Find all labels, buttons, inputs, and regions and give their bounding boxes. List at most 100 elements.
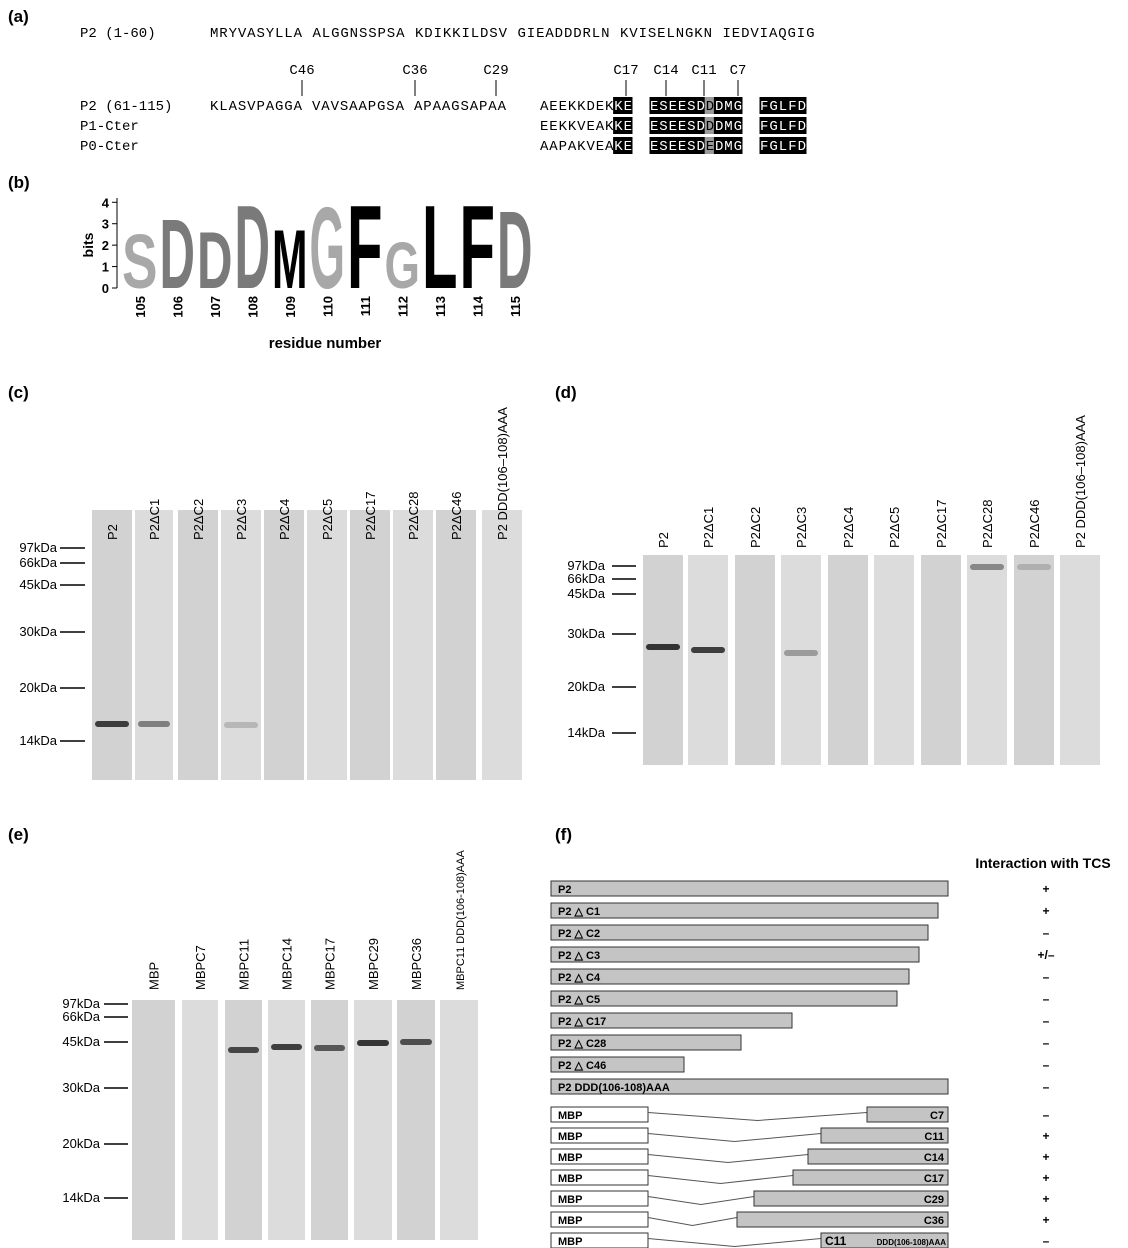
lane-label: MBPC7 <box>193 945 208 990</box>
gel-lane <box>482 510 522 780</box>
sequence-block: AAPAKVEAKE <box>540 139 632 155</box>
sequence-block: ESEESDDDMG <box>650 119 742 135</box>
sequence-block: MRYVASYLLA <box>210 26 303 42</box>
gel-band <box>138 721 170 727</box>
axis-title: bits <box>80 232 96 257</box>
panel-label: (e) <box>8 825 29 844</box>
sequence-name: P1-Cter <box>80 119 139 135</box>
column-header: Interaction with TCS <box>975 855 1110 871</box>
construct-name: C17 <box>924 1173 944 1185</box>
interaction: – <box>1043 1036 1050 1050</box>
gel-lane <box>440 1000 478 1240</box>
panel-label: (c) <box>8 383 29 402</box>
construct-bar <box>551 925 928 940</box>
cut-marker: C29 <box>483 63 508 79</box>
construct-name: P2 △ C28 <box>558 1038 606 1050</box>
linker <box>648 1155 808 1163</box>
gel-band <box>970 564 1004 570</box>
interaction: – <box>1043 992 1050 1006</box>
lane-label: P2ΔC28 <box>406 492 421 540</box>
x-tick-label: 115 <box>508 296 523 317</box>
gel-lane <box>178 510 218 780</box>
marker-label: 66kDa <box>62 1009 100 1024</box>
sequence-block: AEEKKDEKKE <box>540 99 632 115</box>
lane-label: MBPC29 <box>366 938 381 990</box>
logo-letter: F <box>347 181 383 314</box>
marker-label: 14kDa <box>19 733 57 748</box>
gel-lane <box>1060 555 1100 765</box>
cut-marker: C46 <box>289 63 314 79</box>
lane-label: P2 DDD(106–108)AAA <box>495 407 510 540</box>
linker <box>648 1134 821 1142</box>
lane-label: P2ΔC46 <box>1027 500 1042 548</box>
gel-lane <box>221 510 261 780</box>
construct-name: C29 <box>924 1194 944 1206</box>
panel-label: (f) <box>555 825 572 844</box>
lane-label: MBPC11 <box>237 939 252 990</box>
mbp-label: MBP <box>558 1215 582 1227</box>
linker <box>648 1218 737 1226</box>
gel-lane <box>350 510 390 780</box>
gel-lane <box>967 555 1007 765</box>
marker-label: 30kDa <box>567 626 605 641</box>
gel-lane <box>874 555 914 765</box>
sequence-block: IEDVIAQGIG <box>723 26 815 42</box>
interaction: +/– <box>1037 948 1054 962</box>
gel-band <box>224 722 258 728</box>
gel-lane <box>735 555 775 765</box>
logo-letter: D <box>160 199 196 309</box>
marker-label: 45kDa <box>567 586 605 601</box>
gel-band <box>691 647 725 653</box>
x-tick-label: 111 <box>358 296 373 316</box>
x-tick-label: 109 <box>283 296 298 318</box>
lane-label: P2ΔC1 <box>147 499 162 540</box>
x-tick-label: 106 <box>170 296 185 318</box>
gel-lane <box>354 1000 392 1240</box>
construct-bar <box>737 1212 948 1227</box>
panel-label: (a) <box>8 7 29 26</box>
gel-lane <box>643 555 683 765</box>
gel-band <box>784 650 818 656</box>
sequence-block: FGLFD <box>760 119 806 135</box>
sequence-block: KDIKKILDSV <box>415 26 508 42</box>
logo-letter: S <box>122 219 158 305</box>
gel-lane <box>268 1000 305 1240</box>
sequence-name: P2 (61-115) <box>80 99 172 115</box>
construct-bar <box>551 881 948 896</box>
lane-label: P2ΔC3 <box>234 499 249 540</box>
lane-label: P2ΔC4 <box>841 507 856 548</box>
x-tick-label: 113 <box>433 296 448 317</box>
lane-label: MBPC11 DDD(106-108)AAA <box>455 850 467 990</box>
cut-marker: C17 <box>613 63 638 79</box>
sequence-block: KVISELNGKN <box>620 26 712 42</box>
gel-lane <box>92 510 132 780</box>
construct-name: P2 <box>558 884 571 896</box>
mbp-label: MBP <box>558 1110 582 1122</box>
lane-label: P2ΔC2 <box>748 507 763 548</box>
gel-lane <box>182 1000 218 1240</box>
lane-label: P2ΔC5 <box>320 499 335 540</box>
lane-label: P2 <box>105 524 120 540</box>
gel-lane <box>436 510 476 780</box>
construct-name: P2 △ C46 <box>558 1060 606 1072</box>
y-tick-label: 3 <box>102 217 109 232</box>
lane-label: P2ΔC17 <box>363 492 378 540</box>
gel-lane <box>921 555 961 765</box>
gel-lane <box>307 510 347 780</box>
marker-label: 20kDa <box>19 680 57 695</box>
y-tick-label: 2 <box>102 238 109 253</box>
gel-band <box>271 1044 302 1050</box>
logo-letter: M <box>272 213 308 306</box>
gel-band <box>1017 564 1051 570</box>
marker-label: 66kDa <box>19 555 57 570</box>
interaction: – <box>1043 970 1050 984</box>
panel-label: (b) <box>8 173 30 192</box>
construct-name: C7 <box>930 1110 944 1122</box>
sequence-block: ESEESDEDMG <box>650 139 742 155</box>
mbp-label: MBP <box>558 1173 582 1185</box>
lane-label: MBPC36 <box>409 938 424 990</box>
mbp-label: MBP <box>558 1152 582 1164</box>
gel-lane <box>828 555 868 765</box>
cut-marker: C14 <box>653 63 678 79</box>
lane-label: P2ΔC17 <box>934 500 949 548</box>
